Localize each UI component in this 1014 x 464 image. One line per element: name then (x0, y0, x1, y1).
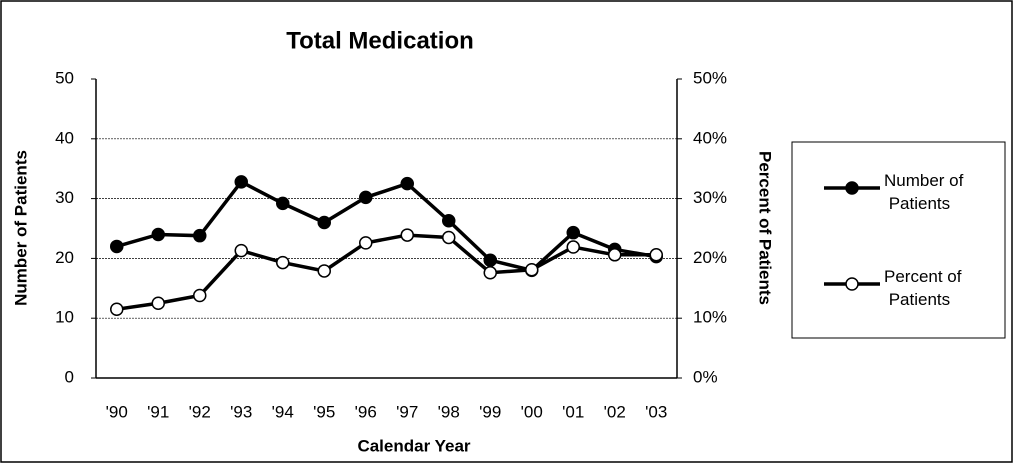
point (193, 288, 207, 303)
x-tick-label: '01 (562, 402, 584, 421)
point (110, 302, 124, 316)
y-axis-title: Number of Patients (11, 150, 30, 306)
x-tick-label: '92 (189, 402, 211, 421)
legend-box (791, 141, 1006, 339)
x-tick-label: '94 (272, 402, 294, 421)
legend-marker (845, 181, 859, 195)
point (317, 264, 331, 278)
point (442, 230, 456, 245)
point (649, 248, 663, 262)
y2-tick-label: 50% (693, 68, 727, 87)
point (525, 263, 539, 277)
point (276, 196, 290, 211)
series-line (116, 179, 657, 273)
y2-tick-label: 40% (693, 128, 727, 147)
y2-tick-label: 30% (693, 188, 727, 207)
x-tick-label: '93 (230, 402, 252, 421)
point (317, 215, 331, 230)
x-tick-label: '99 (479, 402, 501, 421)
x-tick-label: '90 (106, 402, 128, 421)
y-tick-label: 30 (55, 188, 74, 207)
point (483, 253, 497, 267)
point (400, 228, 414, 242)
point (566, 240, 580, 254)
legend-marker (845, 277, 859, 291)
y-tick-label: 40 (55, 128, 74, 147)
point (193, 228, 207, 243)
y-tick-label: 0 (65, 367, 74, 386)
x-tick-label: '98 (438, 402, 460, 421)
point (608, 248, 622, 262)
series-line (116, 233, 657, 311)
point (276, 255, 290, 270)
point (359, 190, 373, 205)
x-axis-title: Calendar Year (357, 436, 470, 455)
x-tick-label: '97 (396, 402, 418, 421)
chart-title: Total Medication (286, 27, 474, 54)
y2-tick-label: 10% (693, 308, 727, 327)
y-tick-label: 50 (55, 68, 74, 87)
x-tick-label: '91 (147, 402, 169, 421)
x-tick-label: '96 (355, 402, 377, 421)
point (566, 225, 580, 240)
point (359, 236, 373, 250)
point (234, 243, 248, 258)
point (442, 213, 456, 228)
point (151, 296, 165, 310)
x-tick-label: '95 (313, 402, 335, 421)
point (110, 239, 124, 254)
x-tick-label: '00 (521, 402, 543, 421)
y-tick-label: 20 (55, 248, 74, 267)
x-tick-label: '02 (604, 402, 626, 421)
x-tick-label: '03 (645, 402, 667, 421)
y2-axis-title: Percent of Patients (756, 151, 775, 305)
legend-label: Percent of Patients (884, 267, 962, 309)
point (234, 175, 248, 189)
legend-label: Number of Patients (884, 171, 964, 213)
y2-tick-label: 20% (693, 248, 727, 267)
y-tick-label: 10 (55, 308, 74, 327)
point (151, 227, 165, 242)
y2-tick-label: 0% (693, 367, 718, 386)
point (400, 176, 414, 191)
point (483, 266, 497, 280)
